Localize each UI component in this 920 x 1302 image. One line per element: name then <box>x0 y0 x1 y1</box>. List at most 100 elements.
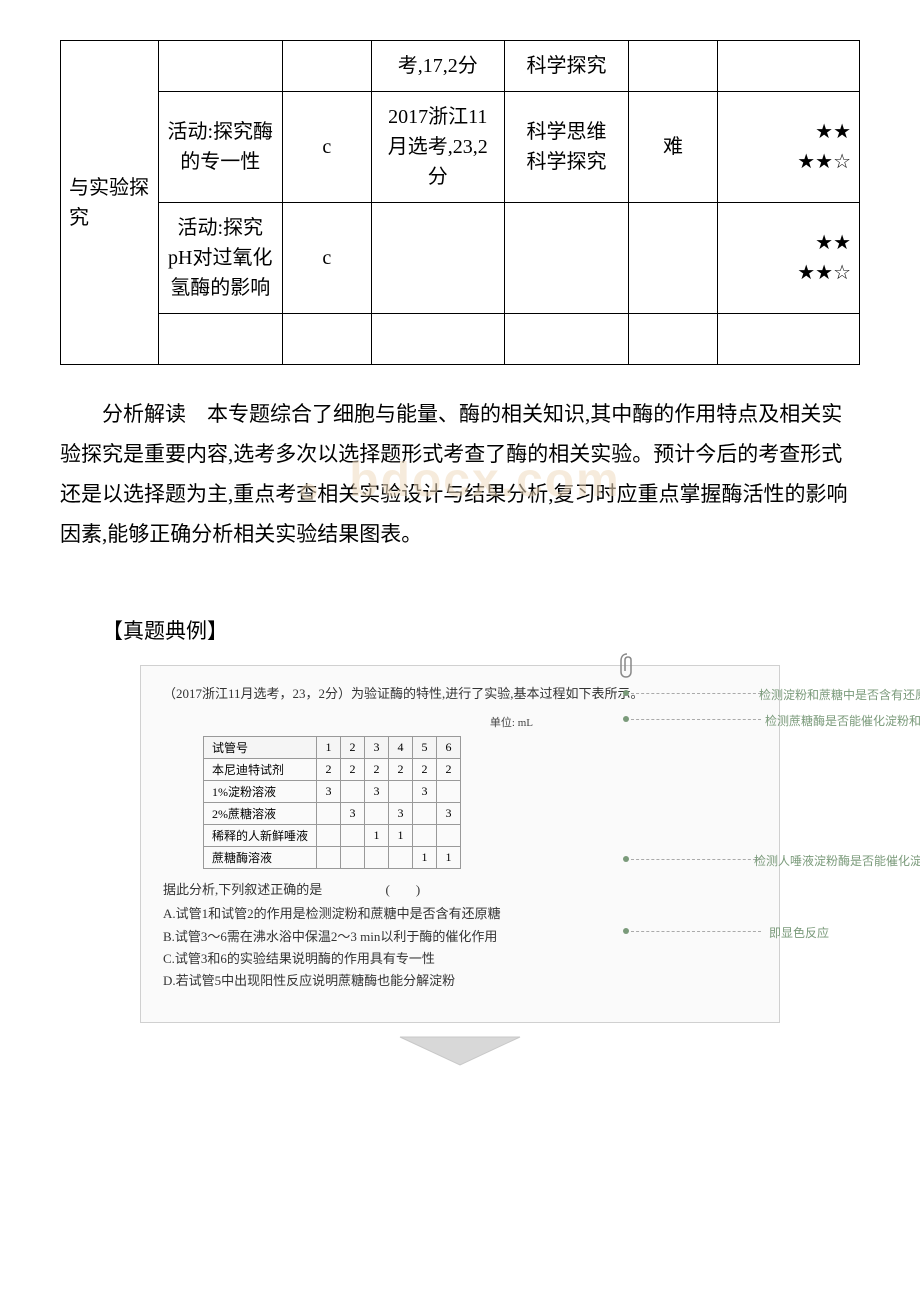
example-header: （2017浙江11月选考，23，2分）为验证酶的特性,进行了实验,基本过程如下表… <box>163 684 757 705</box>
cell: 考,17,2分 <box>371 41 504 92</box>
annotation-dot <box>623 716 629 722</box>
annotation-dot <box>623 928 629 934</box>
td: 3 <box>389 803 413 825</box>
answer-bracket: ( ) <box>386 882 421 897</box>
td: 2 <box>365 759 389 781</box>
cell: 科学探究 <box>504 41 628 92</box>
td: 3 <box>437 803 461 825</box>
td: 3 <box>413 781 437 803</box>
td <box>317 847 341 869</box>
empty-cell <box>504 314 628 365</box>
td: 1 <box>365 825 389 847</box>
annotation-text: 检测蔗糖酶是否能催化淀粉和蔗糖水解 <box>765 712 920 729</box>
td <box>413 803 437 825</box>
cell <box>282 41 371 92</box>
table-head-row: 试管号 1 2 3 4 5 6 <box>204 737 461 759</box>
empty-cell <box>717 314 859 365</box>
stars-cell: ★★ ★★☆ <box>717 203 859 314</box>
table-row: 蔗糖酶溶液 1 1 <box>204 847 461 869</box>
th: 6 <box>437 737 461 759</box>
table-row: 本尼迪特试剂 2 2 2 2 2 2 <box>204 759 461 781</box>
td: 1 <box>389 825 413 847</box>
empty-cell <box>629 314 718 365</box>
analysis-paragraph: 分析解读 本专题综合了细胞与能量、酶的相关知识,其中酶的作用特点及相关实验探究是… <box>60 395 860 555</box>
option-c: C.试管3和6的实验结果说明酶的作用具有专一性 <box>163 948 757 970</box>
annotation-line <box>631 931 761 932</box>
td: 2 <box>389 759 413 781</box>
topic-table: 与实验探究 考,17,2分 科学探究 活动:探究酶的专一性 c 2017浙江11… <box>60 40 860 365</box>
option-a: A.试管1和试管2的作用是检测淀粉和蔗糖中是否含有还原糖 <box>163 903 757 925</box>
td <box>341 781 365 803</box>
exam-cell: 2017浙江11月选考,23,2分 <box>371 92 504 203</box>
difficulty-cell: 难 <box>629 92 718 203</box>
td <box>341 847 365 869</box>
td: 1%淀粉溶液 <box>204 781 317 803</box>
level-cell: c <box>282 92 371 203</box>
question-options: 据此分析,下列叙述正确的是 ( ) A.试管1和试管2的作用是检测淀粉和蔗糖中是… <box>163 879 757 991</box>
td: 2 <box>317 759 341 781</box>
question-stem: 据此分析,下列叙述正确的是 <box>163 882 322 897</box>
td <box>413 825 437 847</box>
td: 2 <box>341 759 365 781</box>
activity-cell: 活动:探究酶的专一性 <box>158 92 282 203</box>
annotation-line <box>631 719 761 720</box>
annotation-line <box>631 693 761 694</box>
th: 1 <box>317 737 341 759</box>
unit-label: 单位: mL <box>203 714 533 730</box>
td <box>317 803 341 825</box>
section-title: 【真题典例】 <box>60 615 860 645</box>
analysis-label: 分析解读 <box>102 402 186 426</box>
cell <box>717 41 859 92</box>
annotation-text: 检测淀粉和蔗糖中是否含有还原糖 <box>759 686 920 703</box>
table-row: 2%蔗糖溶液 3 3 3 <box>204 803 461 825</box>
td: 2 <box>437 759 461 781</box>
annotation-text: 检测人唾液淀粉酶是否能催化淀粉和蔗糖水解 <box>754 852 920 869</box>
td: 3 <box>341 803 365 825</box>
annotation-dot <box>623 856 629 862</box>
td <box>389 781 413 803</box>
option-d: D.若试管5中出现阳性反应说明蔗糖酶也能分解淀粉 <box>163 970 757 992</box>
example-card: （2017浙江11月选考，23，2分）为验证酶的特性,进行了实验,基本过程如下表… <box>140 665 780 1023</box>
paperclip-icon <box>615 652 639 680</box>
td <box>389 847 413 869</box>
td <box>365 847 389 869</box>
th: 3 <box>365 737 389 759</box>
td <box>341 825 365 847</box>
td: 1 <box>413 847 437 869</box>
activity-cell: 活动:探究pH对过氧化氢酶的影响 <box>158 203 282 314</box>
td <box>437 781 461 803</box>
cell <box>158 41 282 92</box>
cell <box>371 203 504 314</box>
cell <box>629 41 718 92</box>
down-arrow-icon <box>390 1033 530 1069</box>
th: 5 <box>413 737 437 759</box>
empty-cell <box>282 314 371 365</box>
cell <box>504 203 628 314</box>
annotation-dot <box>623 690 629 696</box>
table-row: 1%淀粉溶液 3 3 3 <box>204 781 461 803</box>
td: 1 <box>437 847 461 869</box>
td <box>437 825 461 847</box>
empty-cell <box>158 314 282 365</box>
level-cell: c <box>282 203 371 314</box>
topic-cell: 与实验探究 <box>61 41 159 365</box>
experiment-table: 试管号 1 2 3 4 5 6 本尼迪特试剂 2 2 2 2 2 2 1%淀粉溶… <box>203 736 461 869</box>
cell <box>629 203 718 314</box>
th: 试管号 <box>204 737 317 759</box>
th: 4 <box>389 737 413 759</box>
td: 3 <box>365 781 389 803</box>
skill-cell: 科学思维 科学探究 <box>504 92 628 203</box>
td: 稀释的人新鲜唾液 <box>204 825 317 847</box>
td: 2 <box>413 759 437 781</box>
empty-cell <box>371 314 504 365</box>
td: 2%蔗糖溶液 <box>204 803 317 825</box>
th: 2 <box>341 737 365 759</box>
td: 3 <box>317 781 341 803</box>
annotation-line <box>631 859 761 860</box>
annotation-text: 即显色反应 <box>769 924 829 941</box>
td <box>317 825 341 847</box>
option-b: B.试管3～6需在沸水浴中保温2～3 min以利于酶的催化作用 <box>163 926 757 948</box>
td: 蔗糖酶溶液 <box>204 847 317 869</box>
table-row: 稀释的人新鲜唾液 1 1 <box>204 825 461 847</box>
stars-cell: ★★ ★★☆ <box>717 92 859 203</box>
